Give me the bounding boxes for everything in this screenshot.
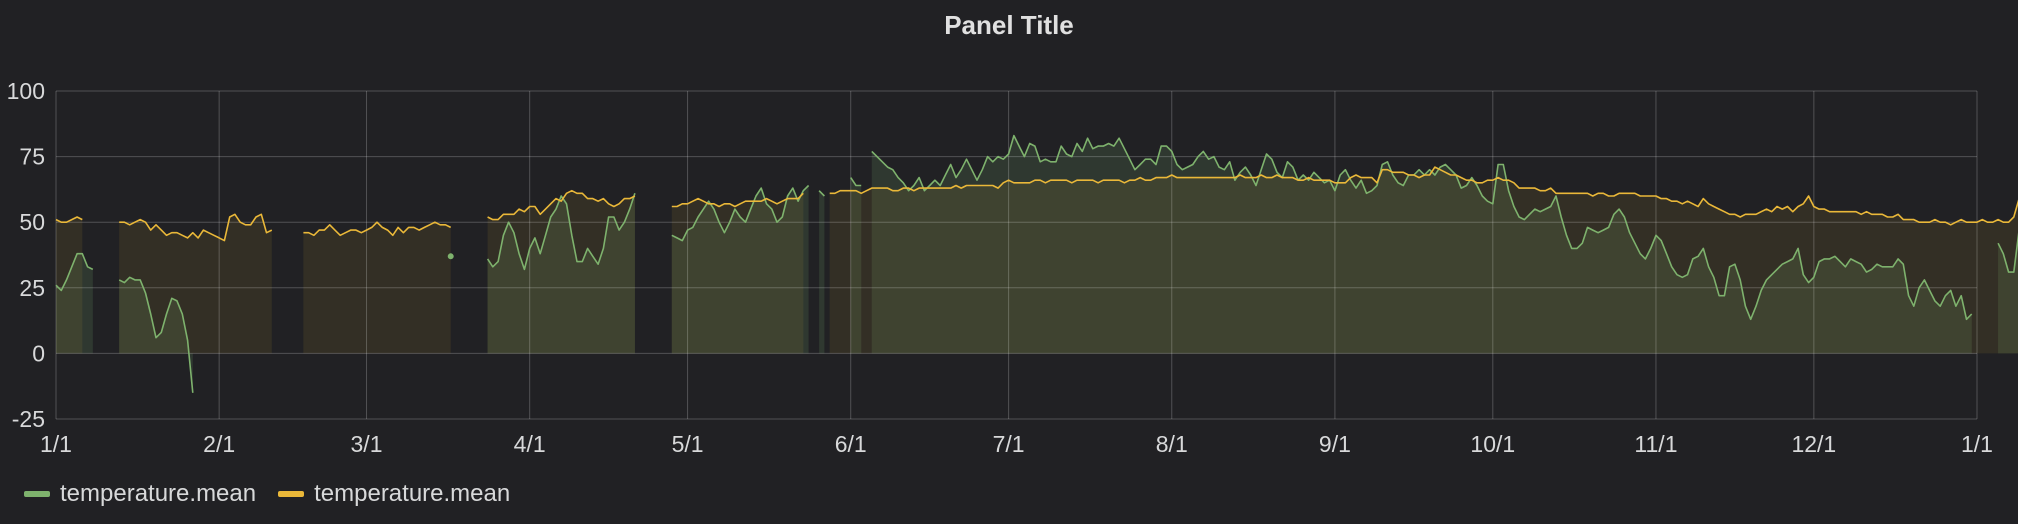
series-line — [487, 189, 636, 221]
series-line — [671, 184, 810, 242]
legend-item[interactable]: temperature.mean — [24, 480, 256, 508]
y-tick-label: -25 — [12, 406, 45, 432]
series-line — [118, 276, 194, 393]
series-line — [1997, 232, 2018, 273]
legend-swatch — [24, 491, 50, 497]
series-line — [818, 190, 825, 197]
series-area-fill — [819, 190, 825, 354]
series-line — [55, 216, 83, 223]
series-line — [55, 252, 94, 292]
y-tick-label: 0 — [32, 340, 45, 366]
series-area-fill — [671, 193, 804, 354]
x-tick-label: 9/1 — [1319, 431, 1351, 457]
series-line — [871, 134, 1973, 321]
series-area-fill — [487, 190, 635, 354]
series-area-fill — [850, 177, 862, 354]
series-area-fill — [119, 214, 272, 354]
series-area-fill — [303, 222, 451, 354]
time-series-chart[interactable]: -25 0 25 50 75 100 1/1 2/1 3/1 4/1 5/1 6/1 7/1 8/1 9/… — [0, 0, 2018, 470]
x-tick-label: 3/1 — [351, 431, 383, 457]
area-fills — [56, 135, 2018, 393]
y-tick-label: 25 — [19, 275, 45, 301]
series-line — [486, 193, 636, 271]
series-line — [850, 177, 862, 187]
x-tick-label: 4/1 — [514, 431, 546, 457]
series-line — [303, 221, 452, 237]
x-tick-label: 6/1 — [835, 431, 867, 457]
legend-swatch — [278, 491, 305, 497]
series-lines — [55, 134, 2018, 393]
legend-item[interactable]: temperature.mean — [278, 480, 510, 508]
y-tick-label: 75 — [19, 144, 45, 170]
series-area-fill — [56, 253, 93, 354]
series-area-fill — [56, 216, 83, 354]
series-point — [447, 253, 454, 260]
legend-label: temperature.mean — [60, 480, 257, 507]
series-area-fill — [671, 185, 809, 354]
y-axis: -25 0 25 50 75 100 — [7, 78, 45, 432]
series-area-fill — [1998, 238, 2018, 354]
series-area-fill — [871, 135, 1972, 354]
x-tick-label: 10/1 — [1470, 431, 1515, 457]
legend: temperature.mean temperature.mean — [24, 480, 510, 508]
x-tick-label: 7/1 — [993, 431, 1025, 457]
series-area-fill — [119, 277, 193, 393]
series-line — [829, 166, 2018, 226]
panel-title: Panel Title — [944, 10, 1074, 40]
x-tick-label: 11/1 — [1634, 431, 1677, 457]
x-tick-label: 5/1 — [672, 431, 704, 457]
x-tick-label: 1/1 — [40, 431, 72, 457]
series-area-fill — [829, 167, 2018, 354]
x-axis: 1/1 2/1 3/1 4/1 5/1 6/1 7/1 8/1 9/1 10/1 11/1 12/1 1… — [40, 431, 1993, 457]
legend-label: temperature.mean — [314, 480, 511, 507]
series-line — [119, 213, 273, 242]
y-tick-label: 100 — [7, 78, 45, 104]
x-tick-label: 2/1 — [203, 431, 235, 457]
series-area-fill — [487, 193, 635, 354]
x-tick-label: 1/1 — [1961, 431, 1993, 457]
series-line — [671, 192, 804, 208]
x-tick-label: 12/1 — [1791, 431, 1836, 457]
y-tick-label: 50 — [19, 209, 45, 235]
x-tick-label: 8/1 — [1156, 431, 1188, 457]
